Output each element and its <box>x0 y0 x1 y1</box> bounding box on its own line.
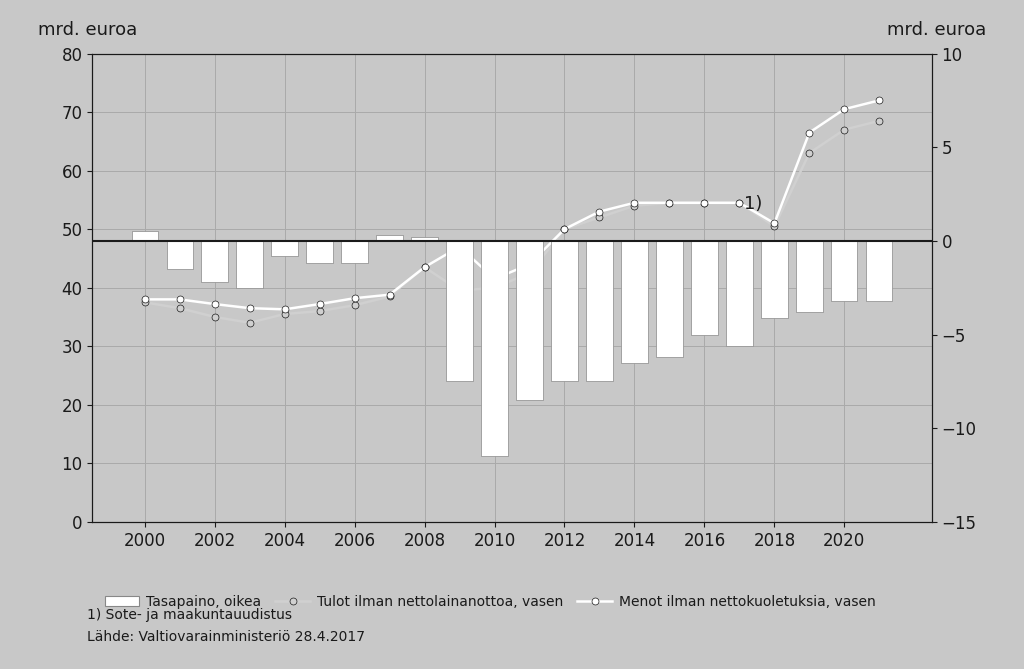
Legend: Tasapaino, oikea, Tulot ilman nettolainanottoa, vasen, Menot ilman nettokuoletuk: Tasapaino, oikea, Tulot ilman nettolaina… <box>99 589 881 615</box>
Bar <box>271 241 298 256</box>
Bar <box>412 237 437 241</box>
Bar <box>202 241 227 282</box>
Text: mrd. euroa: mrd. euroa <box>38 21 137 39</box>
Bar <box>866 241 893 301</box>
Text: Lähde: Valtiovarainministeriö 28.4.2017: Lähde: Valtiovarainministeriö 28.4.2017 <box>87 630 365 644</box>
Bar <box>341 241 368 264</box>
Bar <box>377 235 402 241</box>
Bar <box>691 241 718 334</box>
Bar <box>131 231 158 241</box>
Bar <box>306 241 333 264</box>
Bar <box>587 241 612 381</box>
Bar <box>481 241 508 456</box>
Bar <box>516 241 543 400</box>
Bar <box>237 241 263 288</box>
Text: 1) Sote- ja maakuntauudistus: 1) Sote- ja maakuntauudistus <box>87 608 292 622</box>
Bar <box>167 241 193 269</box>
Bar <box>831 241 857 301</box>
Bar <box>726 241 753 346</box>
Bar <box>797 241 822 312</box>
Bar <box>656 241 683 357</box>
Text: 1): 1) <box>744 195 763 213</box>
Bar <box>551 241 578 381</box>
Text: mrd. euroa: mrd. euroa <box>887 21 986 39</box>
Bar <box>622 241 647 363</box>
Bar <box>761 241 787 318</box>
Bar <box>446 241 473 381</box>
